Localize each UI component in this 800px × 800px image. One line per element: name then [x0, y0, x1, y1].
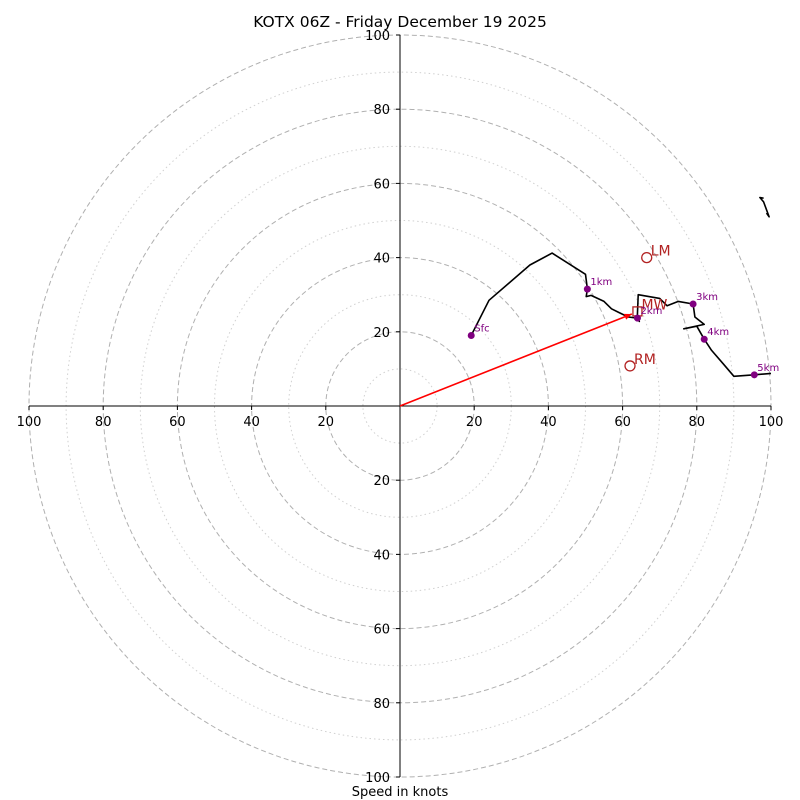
- height-marker-sfc: [467, 332, 475, 340]
- height-marker-4km: [700, 335, 708, 343]
- height-label-4km: 4km: [707, 327, 729, 338]
- y-tick-label-pos-100: 100: [365, 29, 390, 44]
- storm-motion-line: [399, 313, 633, 407]
- y-tick-label-pos-80: 80: [373, 103, 390, 118]
- height-label-5km: 5km: [757, 363, 779, 374]
- motion-markers: LM MW RM: [624, 244, 671, 372]
- x-tick-label-pos-100: 100: [759, 415, 784, 430]
- x-tick-label-neg-20: 20: [318, 415, 335, 430]
- height-marker-3km: [689, 300, 697, 308]
- y-tick-label-pos-40: 40: [373, 252, 390, 267]
- storm-motion-vector: [399, 313, 633, 407]
- hodograph-line: [470, 252, 772, 378]
- chart-title: KOTX 06Z - Friday December 19 2025: [253, 13, 547, 31]
- storm-motion-arrowhead: [623, 313, 632, 320]
- x-axis-label: Speed in knots: [352, 785, 449, 800]
- y-tick-label-neg-40: 40: [373, 548, 390, 563]
- x-tick-label-pos-40: 40: [540, 415, 557, 430]
- motion-marker-lm: [641, 251, 653, 264]
- height-label-2km: 2km: [640, 306, 662, 317]
- motion-label-rm: RM: [634, 352, 656, 368]
- height-marker-2km: [633, 314, 641, 322]
- x-tick-label-neg-40: 40: [243, 415, 260, 430]
- y-tick-label-pos-60: 60: [373, 177, 390, 192]
- height-marker-1km: [583, 285, 591, 293]
- y-tick-label-neg-80: 80: [373, 697, 390, 712]
- height-markers: Sfc 1km 2km 3km 4km 5km: [467, 277, 779, 379]
- tick-labels: 20 20 20 20 40 40 40 40 60 60 60 60 80 80 80 80 100 100 10…: [17, 29, 784, 786]
- x-tick-label-pos-80: 80: [689, 415, 706, 430]
- height-marker-5km: [750, 371, 758, 379]
- hodograph-upper-line: [759, 196, 770, 218]
- motion-label-mw: MW: [641, 297, 667, 313]
- height-label-1km: 1km: [590, 277, 612, 288]
- motion-label-lm: LM: [651, 244, 671, 260]
- y-tick-label-neg-60: 60: [373, 623, 390, 638]
- x-tick-label-neg-100: 100: [17, 415, 42, 430]
- x-tick-label-neg-80: 80: [95, 415, 112, 430]
- hodograph-trace: [470, 196, 772, 378]
- x-tick-label-pos-60: 60: [614, 415, 631, 430]
- height-label-sfc: Sfc: [474, 324, 489, 335]
- height-label-3km: 3km: [696, 292, 718, 303]
- y-tick-label-pos-20: 20: [373, 326, 390, 341]
- x-tick-label-pos-20: 20: [466, 415, 483, 430]
- y-tick-label-neg-100: 100: [365, 771, 390, 786]
- x-tick-label-neg-60: 60: [169, 415, 186, 430]
- motion-marker-rm: [624, 360, 636, 372]
- y-tick-label-neg-20: 20: [373, 474, 390, 489]
